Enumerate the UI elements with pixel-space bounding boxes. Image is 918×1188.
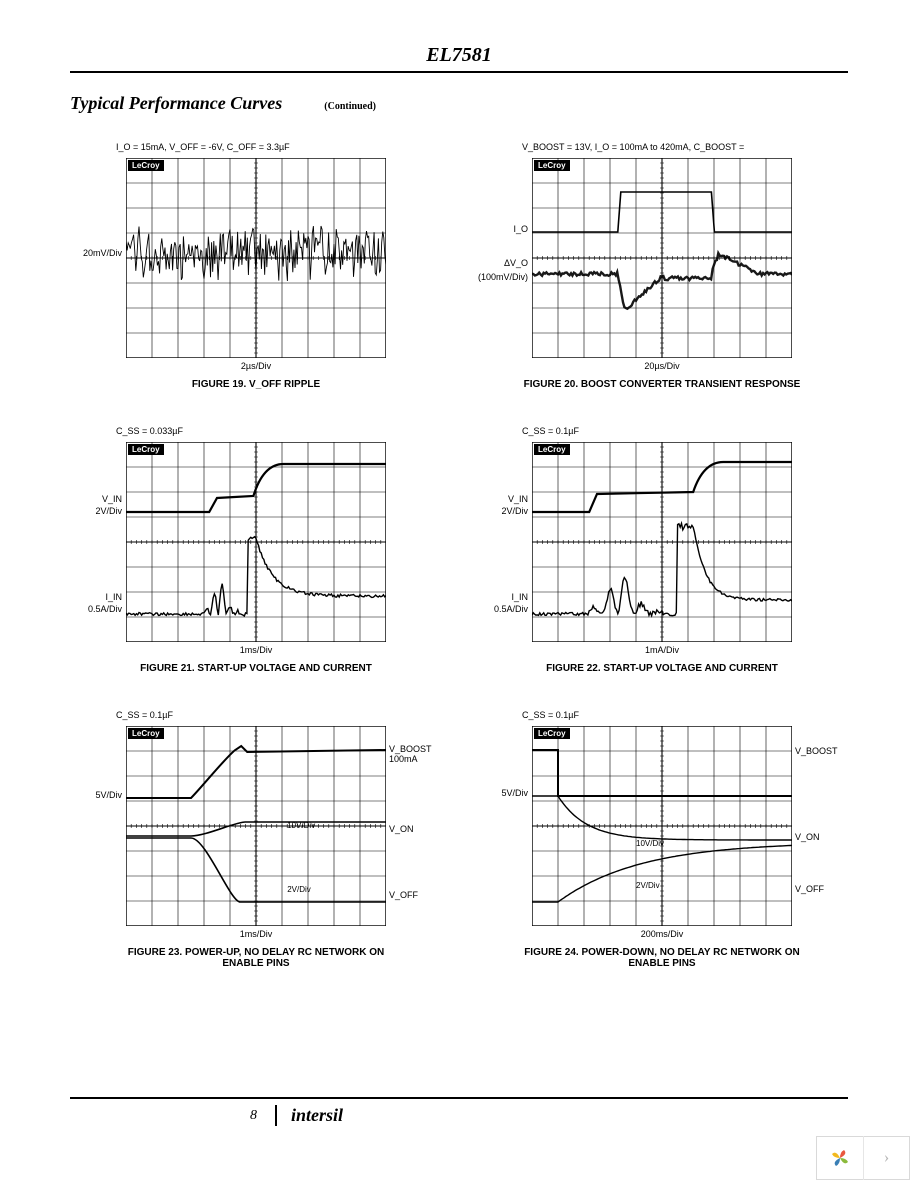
scope-chart: LeCroy V_IN2V/DivI_IN0.5A/Div xyxy=(532,442,792,642)
nav-next-icon[interactable]: › xyxy=(863,1136,909,1180)
right-axis-label: V_BOOST xyxy=(792,746,838,756)
scope-chart: LeCroy I_OΔV_O(100mV/Div) xyxy=(532,158,792,358)
scope-brand-label: LeCroy xyxy=(128,160,164,171)
figure-cell: I_O = 15mA, V_OFF = -6V, C_OFF = 3.3µF L… xyxy=(70,142,442,390)
section-title: Typical Performance Curves xyxy=(70,93,282,113)
footer-rule xyxy=(70,1097,848,1099)
right-axis-label: V_ON xyxy=(792,832,820,842)
figure-caption: FIGURE 22. START-UP VOLTAGE AND CURRENT xyxy=(546,663,778,674)
test-condition: C_SS = 0.1µF xyxy=(116,710,173,724)
figure-cell: V_BOOST = 13V, I_O = 100mA to 420mA, C_B… xyxy=(476,142,848,390)
nav-logo-icon xyxy=(817,1136,863,1180)
nav-widget[interactable]: › xyxy=(816,1136,910,1180)
right-axis-label: V_ON xyxy=(386,824,414,834)
figure-caption: FIGURE 21. START-UP VOLTAGE AND CURRENT xyxy=(140,663,372,674)
brand-logo: intersil xyxy=(275,1105,343,1126)
x-axis-label: 1mA/Div xyxy=(645,645,679,655)
scope-brand-label: LeCroy xyxy=(534,728,570,739)
inline-scale-label: 10V/Div xyxy=(636,839,664,848)
figure-grid: I_O = 15mA, V_OFF = -6V, C_OFF = 3.3µF L… xyxy=(70,142,848,969)
y-axis-label: 2V/Div xyxy=(95,506,126,516)
inline-scale-label: 2V/Div xyxy=(636,881,660,890)
x-axis-label: 1ms/Div xyxy=(240,929,273,939)
scope-chart: LeCroy 5V/DivV_BOOSTV_ONV_OFF10V/Div2V/D… xyxy=(532,726,792,926)
continued-label: (Continued) xyxy=(324,101,376,112)
scope-chart: LeCroy 20mV/Div xyxy=(126,158,386,358)
y-axis-label: (100mV/Div) xyxy=(478,272,532,282)
footer: 8 intersil xyxy=(70,1097,848,1126)
y-axis-label: I_O xyxy=(513,224,532,234)
y-axis-label: V_IN xyxy=(508,494,532,504)
y-axis-label: I_IN xyxy=(511,592,532,602)
figure-cell: C_SS = 0.1µF LeCroy V_IN2V/DivI_IN0.5A/D… xyxy=(476,426,848,674)
test-condition: C_SS = 0.1µF xyxy=(522,426,579,440)
right-axis-label: V_OFF xyxy=(792,884,824,894)
figure-cell: C_SS = 0.1µF LeCroy 5V/DivV_BOOSTV_ONV_O… xyxy=(476,710,848,969)
y-axis-label: V_IN xyxy=(102,494,126,504)
y-axis-label: 0.5A/Div xyxy=(494,604,532,614)
part-number: EL7581 xyxy=(70,44,848,67)
y-axis-label: 20mV/Div xyxy=(83,248,126,258)
page-number: 8 xyxy=(250,1108,257,1124)
scope-chart: LeCroy 5V/DivV_BOOST100mAV_ONV_OFF10V/Di… xyxy=(126,726,386,926)
x-axis-label: 20µs/Div xyxy=(644,361,679,371)
scope-chart: LeCroy V_IN2V/DivI_IN0.5A/Div xyxy=(126,442,386,642)
y-axis-label: 5V/Div xyxy=(501,788,532,798)
test-condition: C_SS = 0.1µF xyxy=(522,710,579,724)
figure-caption: FIGURE 19. V_OFF RIPPLE xyxy=(192,379,320,390)
inline-scale-label: 10V/Div xyxy=(287,821,315,830)
scope-brand-label: LeCroy xyxy=(128,444,164,455)
y-axis-label: I_IN xyxy=(105,592,126,602)
header-rule xyxy=(70,71,848,73)
figure-cell: C_SS = 0.033µF LeCroy V_IN2V/DivI_IN0.5A… xyxy=(70,426,442,674)
y-axis-label: 0.5A/Div xyxy=(88,604,126,614)
x-axis-label: 200ms/Div xyxy=(641,929,684,939)
inline-scale-label: 2V/Div xyxy=(287,885,311,894)
x-axis-label: 2µs/Div xyxy=(241,361,271,371)
test-condition: C_SS = 0.033µF xyxy=(116,426,183,440)
y-axis-label: 5V/Div xyxy=(95,790,126,800)
right-axis-label: V_OFF xyxy=(386,890,418,900)
y-axis-label: ΔV_O xyxy=(504,258,532,268)
right-axis-label: V_BOOST100mA xyxy=(386,744,432,764)
x-axis-label: 1ms/Div xyxy=(240,645,273,655)
scope-brand-label: LeCroy xyxy=(128,728,164,739)
figure-caption: FIGURE 24. POWER-DOWN, NO DELAY RC NETWO… xyxy=(512,947,812,969)
figure-caption: FIGURE 20. BOOST CONVERTER TRANSIENT RES… xyxy=(524,379,801,390)
scope-brand-label: LeCroy xyxy=(534,160,570,171)
test-condition: I_O = 15mA, V_OFF = -6V, C_OFF = 3.3µF xyxy=(116,142,290,156)
y-axis-label: 2V/Div xyxy=(501,506,532,516)
figure-cell: C_SS = 0.1µF LeCroy 5V/DivV_BOOST100mAV_… xyxy=(70,710,442,969)
scope-brand-label: LeCroy xyxy=(534,444,570,455)
figure-caption: FIGURE 23. POWER-UP, NO DELAY RC NETWORK… xyxy=(106,947,406,969)
test-condition: V_BOOST = 13V, I_O = 100mA to 420mA, C_B… xyxy=(522,142,744,156)
